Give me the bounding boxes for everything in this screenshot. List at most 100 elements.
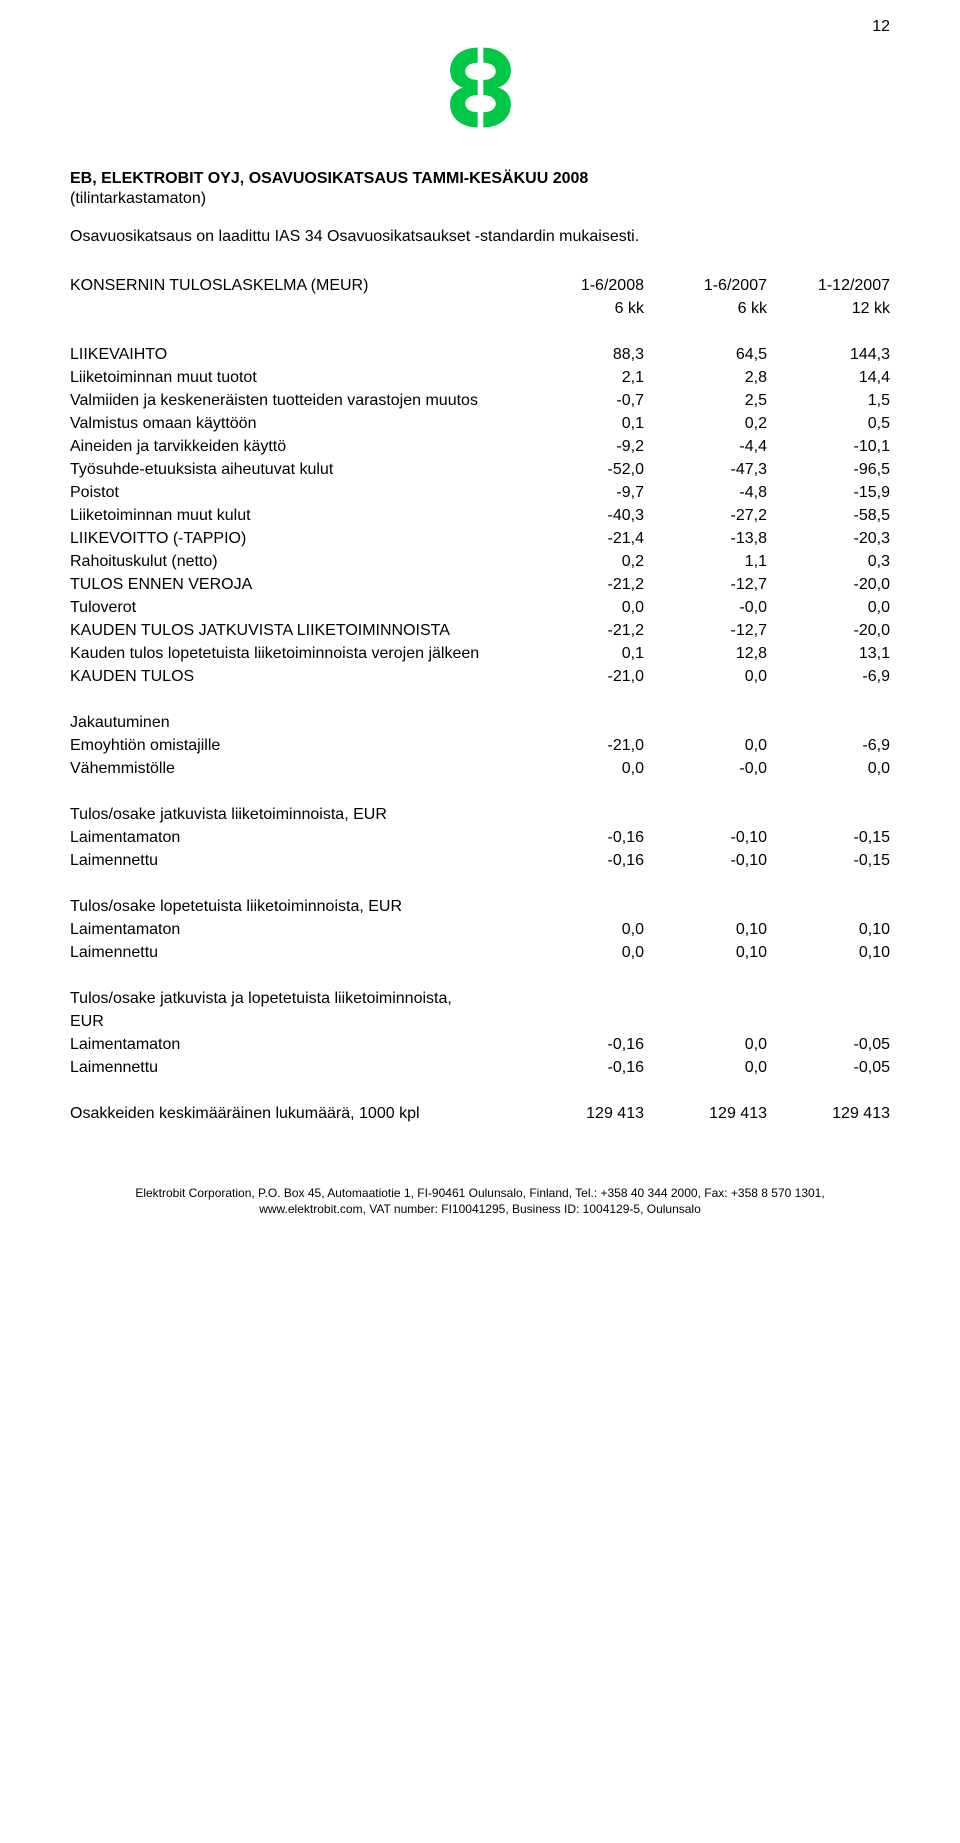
table-cell: 14,4 (767, 366, 890, 389)
table-cell: 1,1 (644, 550, 767, 573)
footer-line-2: www.elektrobit.com, VAT number: FI100412… (70, 1201, 890, 1217)
table-row-label: KAUDEN TULOS JATKUVISTA LIIKETOIMINNOIST… (70, 619, 521, 642)
table-cell: 0,0 (644, 665, 767, 688)
page-number: 12 (872, 18, 890, 36)
col-header-2b: 6 kk (644, 297, 767, 320)
table-row-label: Kauden tulos lopetetuista liiketoiminnoi… (70, 642, 521, 665)
col-header-2a: 1-6/2007 (644, 274, 767, 297)
table-row-label: KAUDEN TULOS (70, 665, 521, 688)
table-cell: 0,10 (644, 941, 767, 964)
table-cell: -40,3 (521, 504, 644, 527)
table-cell: 0,0 (644, 1033, 767, 1056)
table-cell: -12,7 (644, 573, 767, 596)
table-row-label: Valmiiden ja keskeneräisten tuotteiden v… (70, 389, 521, 412)
col-header-1b: 6 kk (521, 297, 644, 320)
doc-subtitle: (tilintarkastamaton) (70, 190, 890, 208)
shares-v1: 129 413 (521, 1102, 644, 1125)
table-cell: -20,3 (767, 527, 890, 550)
table-cell: 0,10 (644, 918, 767, 941)
section-tulos-lopetetuista: Tulos/osake lopetetuista liiketoiminnois… (70, 895, 521, 918)
table-cell: -15,9 (767, 481, 890, 504)
section-jakautuminen: Jakautuminen (70, 711, 521, 734)
table-row-label: LIIKEVOITTO (-TAPPIO) (70, 527, 521, 550)
table-cell: 13,1 (767, 642, 890, 665)
table-cell: -0,0 (644, 757, 767, 780)
col-header-3a: 1-12/2007 (767, 274, 890, 297)
section-tulos-yhteensa-l1: Tulos/osake jatkuvista ja lopetetuista l… (70, 987, 521, 1010)
table-row-label: Työsuhde-etuuksista aiheutuvat kulut (70, 458, 521, 481)
table-cell: 0,1 (521, 412, 644, 435)
shares-v2: 129 413 (644, 1102, 767, 1125)
table-cell: -0,0 (644, 596, 767, 619)
section-tulos-yhteensa-l2: EUR (70, 1010, 521, 1033)
table-cell: 2,8 (644, 366, 767, 389)
table-cell: -9,7 (521, 481, 644, 504)
table-row-label: LIIKEVAIHTO (70, 343, 521, 366)
intro-text: Osavuosikatsaus on laadittu IAS 34 Osavu… (70, 228, 890, 246)
table-cell: -0,05 (767, 1056, 890, 1079)
table-row-label: Laimentamaton (70, 918, 521, 941)
table-row-label: Liiketoiminnan muut kulut (70, 504, 521, 527)
section-tulos-jatkuvista: Tulos/osake jatkuvista liiketoiminnoista… (70, 803, 521, 826)
table-row-label: Tuloverot (70, 596, 521, 619)
table-cell: 0,2 (644, 412, 767, 435)
table-cell: 2,1 (521, 366, 644, 389)
table-cell: -10,1 (767, 435, 890, 458)
table-cell: 0,0 (521, 596, 644, 619)
table-cell: 0,0 (644, 734, 767, 757)
shares-label: Osakkeiden keskimääräinen lukumäärä, 100… (70, 1102, 521, 1125)
table-cell: 64,5 (644, 343, 767, 366)
table-cell: -21,0 (521, 665, 644, 688)
table-cell: -0,15 (767, 826, 890, 849)
table-row-label: Emoyhtiön omistajille (70, 734, 521, 757)
table-row-label: Aineiden ja tarvikkeiden käyttö (70, 435, 521, 458)
table-cell: -0,10 (644, 849, 767, 872)
table-row-label: Laimentamaton (70, 826, 521, 849)
table-cell: -20,0 (767, 619, 890, 642)
table-cell: -0,16 (521, 826, 644, 849)
table-row-label: Laimennettu (70, 941, 521, 964)
table-cell: -13,8 (644, 527, 767, 550)
table-cell: -0,05 (767, 1033, 890, 1056)
table-cell: -4,8 (644, 481, 767, 504)
table-cell: -0,15 (767, 849, 890, 872)
table-cell: 0,3 (767, 550, 890, 573)
table-row-label: Laimennettu (70, 1056, 521, 1079)
income-statement-table: KONSERNIN TULOSLASKELMA (MEUR) 1-6/2008 … (70, 274, 890, 1125)
table-cell: -21,2 (521, 573, 644, 596)
table-cell: 0,5 (767, 412, 890, 435)
col-header-1a: 1-6/2008 (521, 274, 644, 297)
table-cell: 88,3 (521, 343, 644, 366)
table-cell: 0,0 (644, 1056, 767, 1079)
table-row-label: Laimennettu (70, 849, 521, 872)
table-cell: 0,0 (767, 757, 890, 780)
table-cell: -6,9 (767, 734, 890, 757)
table-cell: 2,5 (644, 389, 767, 412)
shares-v3: 129 413 (767, 1102, 890, 1125)
eb-logo-icon (433, 40, 528, 135)
table-cell: 12,8 (644, 642, 767, 665)
table-cell: 0,0 (767, 596, 890, 619)
table-cell: 0,10 (767, 941, 890, 964)
table-row-label: Valmistus omaan käyttöön (70, 412, 521, 435)
table-row-label: Rahoituskulut (netto) (70, 550, 521, 573)
table-cell: 0,0 (521, 918, 644, 941)
table-cell: -6,9 (767, 665, 890, 688)
table-cell: -4,4 (644, 435, 767, 458)
table-cell: -12,7 (644, 619, 767, 642)
table-cell: 0,0 (521, 757, 644, 780)
col-header-3b: 12 kk (767, 297, 890, 320)
table-cell: 0,10 (767, 918, 890, 941)
table-cell: -58,5 (767, 504, 890, 527)
table-cell: -0,16 (521, 1033, 644, 1056)
table-cell: 0,0 (521, 941, 644, 964)
table-cell: -21,4 (521, 527, 644, 550)
table-cell: -47,3 (644, 458, 767, 481)
table-cell: -0,10 (644, 826, 767, 849)
table-row-label: Liiketoiminnan muut tuotot (70, 366, 521, 389)
table-cell: 144,3 (767, 343, 890, 366)
table-row-label: TULOS ENNEN VEROJA (70, 573, 521, 596)
table-cell: -0,7 (521, 389, 644, 412)
table-cell: -0,16 (521, 1056, 644, 1079)
table-cell: -9,2 (521, 435, 644, 458)
